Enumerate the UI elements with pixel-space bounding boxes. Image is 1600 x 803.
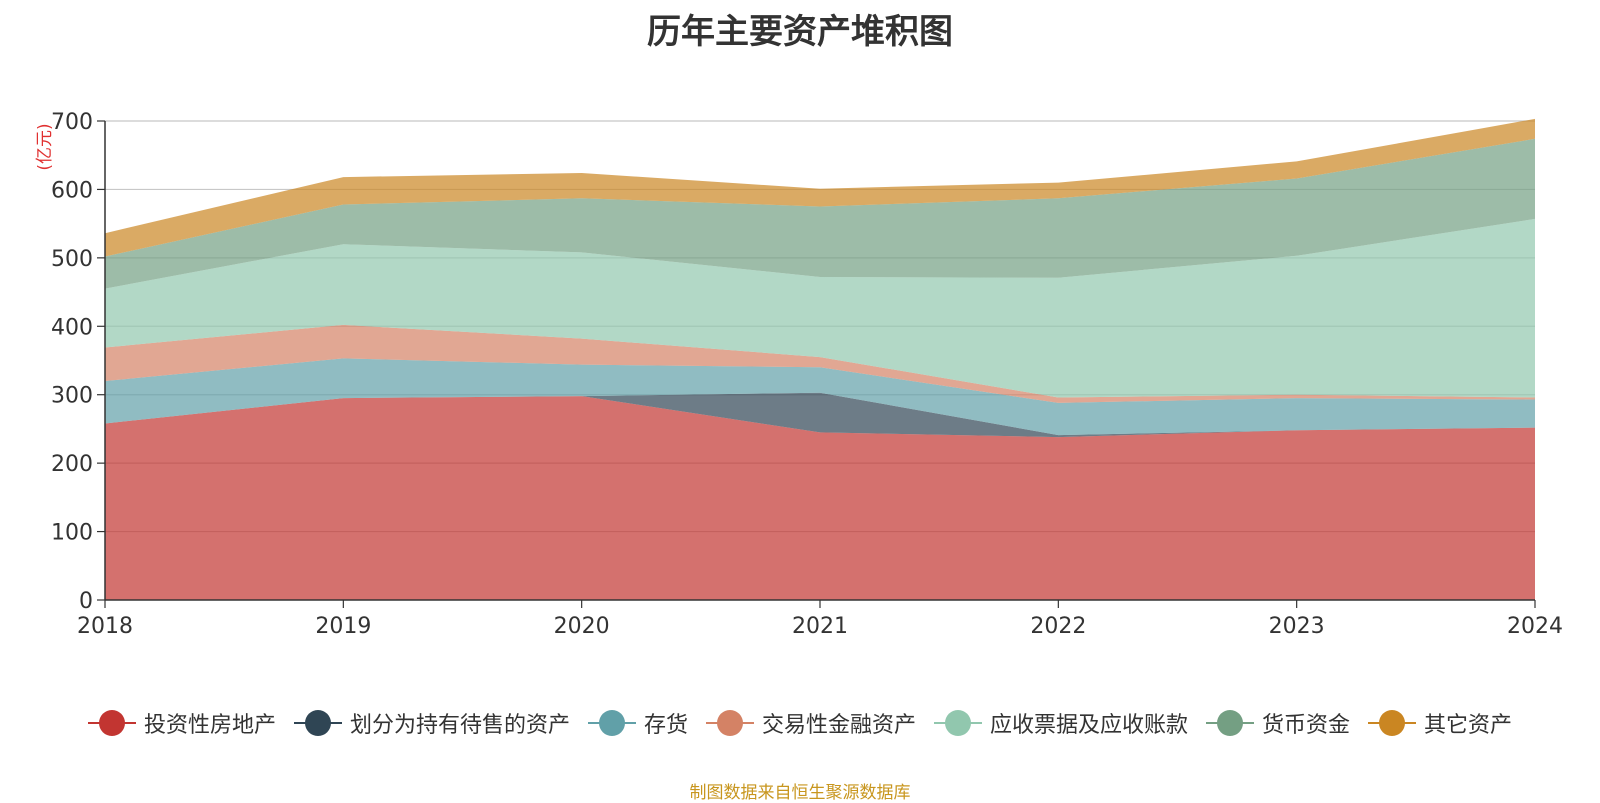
legend-item-2[interactable]: 存货 bbox=[587, 707, 688, 739]
legend-label: 交易性金融资产 bbox=[761, 713, 916, 738]
chart-title: 历年主要资产堆积图 bbox=[647, 12, 953, 52]
area-series-1 bbox=[105, 392, 1535, 438]
y-tick-label: 500 bbox=[51, 247, 93, 272]
y-tick-label: 200 bbox=[51, 452, 93, 477]
y-unit-label: (亿元) bbox=[35, 123, 55, 170]
x-tick-label: 2020 bbox=[554, 614, 610, 639]
x-tick-label: 2021 bbox=[792, 614, 848, 639]
legend-item-6[interactable]: 其它资产 bbox=[1368, 707, 1512, 739]
x-tick-label: 2022 bbox=[1030, 614, 1086, 639]
legend-label: 货币资金 bbox=[1262, 713, 1351, 738]
area-series-2 bbox=[105, 358, 1535, 436]
legend-marker-icon bbox=[293, 710, 342, 736]
x-tick-label: 2018 bbox=[77, 614, 133, 639]
data-source-note: 制图数据来自恒生聚源数据库 bbox=[689, 783, 911, 803]
legend-label: 应收票据及应收账款 bbox=[990, 713, 1189, 738]
legend-label: 划分为持有待售的资产 bbox=[349, 713, 570, 738]
legend-marker-icon bbox=[1368, 710, 1417, 736]
y-tick-label: 400 bbox=[51, 315, 93, 340]
area-series-3 bbox=[105, 324, 1535, 403]
x-tick-label: 2024 bbox=[1507, 614, 1563, 639]
legend-marker-icon bbox=[587, 710, 636, 736]
legend-label: 存货 bbox=[643, 713, 688, 738]
area-series-0 bbox=[105, 396, 1535, 600]
legend-marker-icon bbox=[705, 710, 754, 736]
area-series-4 bbox=[105, 218, 1535, 398]
legend-item-1[interactable]: 划分为持有待售的资产 bbox=[293, 707, 570, 739]
legend-item-5[interactable]: 货币资金 bbox=[1206, 707, 1350, 739]
y-tick-label: 700 bbox=[51, 110, 93, 135]
legend-label: 投资性房地产 bbox=[143, 713, 276, 738]
legend-marker-icon bbox=[934, 710, 982, 736]
y-tick-label: 300 bbox=[51, 384, 93, 409]
area-series bbox=[105, 118, 1535, 600]
area-series-5 bbox=[105, 138, 1535, 289]
area-series-6 bbox=[105, 118, 1535, 257]
x-tick-label: 2019 bbox=[315, 614, 371, 639]
legend: 投资性房地产 划分为持有待售的资产 存货 交易性金融资产 应收票据及应收账款 货币资金 其它… bbox=[0, 703, 1600, 743]
legend-label: 其它资产 bbox=[1424, 713, 1513, 738]
legend-item-3[interactable]: 交易性金融资产 bbox=[705, 707, 916, 739]
x-tick-label: 2023 bbox=[1269, 614, 1325, 639]
legend-marker-icon bbox=[87, 710, 136, 736]
legend-item-4[interactable]: 应收票据及应收账款 bbox=[934, 707, 1188, 739]
y-tick-label: 0 bbox=[79, 589, 93, 614]
y-tick-label: 600 bbox=[51, 178, 93, 203]
y-tick-label: 100 bbox=[51, 521, 93, 546]
legend-marker-icon bbox=[1206, 710, 1255, 736]
axes: 0 100 200 300 400 500 600 700 2018 2019 2020 2021 20… bbox=[51, 110, 1563, 639]
legend-item-0[interactable]: 投资性房地产 bbox=[87, 707, 276, 739]
